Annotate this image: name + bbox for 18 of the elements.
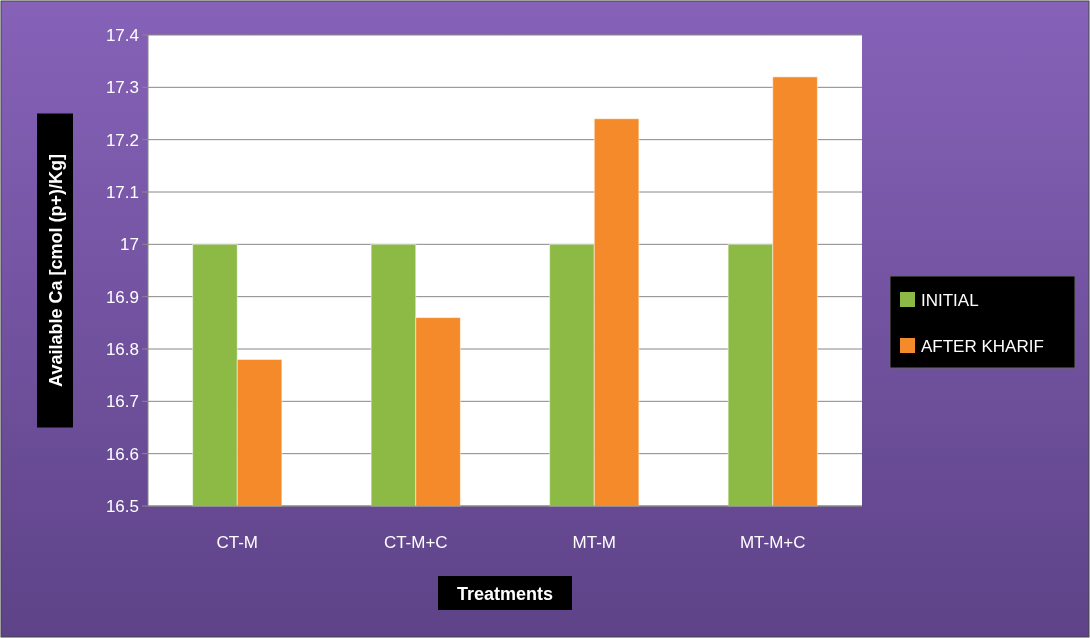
y-tick-label: 17.3 [105, 78, 139, 98]
legend-label: INITIAL [921, 290, 979, 310]
x-tick-label: MT-M+C [739, 533, 806, 552]
y-tick-label: 17.4 [105, 25, 139, 45]
y-axis-title: Available Ca [cmol (p+)/Kg] [46, 154, 66, 387]
y-tick-label: 16.5 [105, 496, 139, 516]
x-tick-label: MT-M [572, 533, 616, 552]
y-tick-label: 16.7 [105, 392, 139, 412]
x-axis-title: Treatments [456, 584, 554, 604]
y-tick-label: 16.9 [105, 287, 139, 307]
y-tick-label: 17.1 [105, 182, 139, 202]
y-tick-label: 16.6 [105, 444, 139, 464]
x-tick-label: CT-M+C [383, 533, 448, 552]
y-tick-label: 17 [120, 235, 139, 255]
x-tick-label: CT-M [216, 533, 259, 552]
legend-label: AFTER KHARIF [921, 336, 1044, 356]
y-tick-label: 17.2 [105, 130, 139, 150]
y-tick-label: 16.8 [105, 339, 139, 359]
